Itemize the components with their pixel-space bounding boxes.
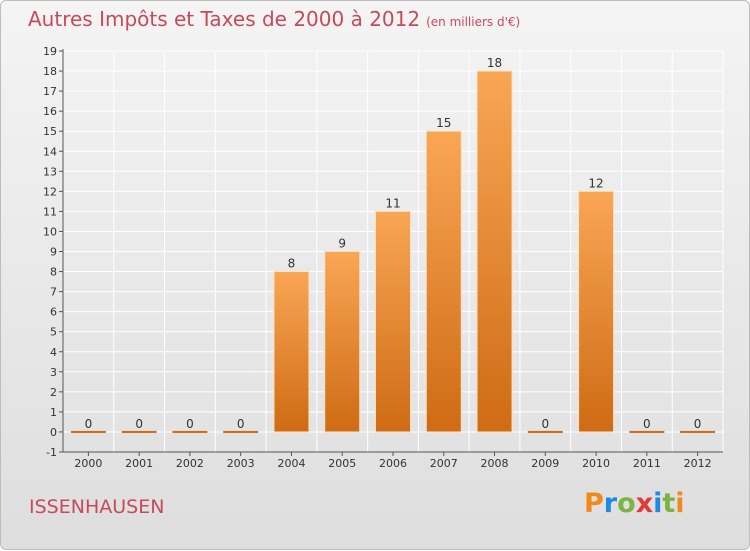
bar	[527, 430, 563, 433]
data-label: 8	[288, 257, 296, 271]
y-tick-label: 9	[50, 246, 57, 259]
bar	[578, 190, 615, 433]
logo-letter: i	[675, 488, 685, 519]
x-tick-label: 2005	[328, 457, 356, 470]
x-tick-label: 2010	[582, 457, 610, 470]
x-tick-label: 2011	[633, 457, 661, 470]
bar	[476, 70, 513, 433]
y-tick-label: 16	[43, 105, 57, 118]
data-label: 0	[541, 417, 549, 431]
data-label: 0	[85, 417, 93, 431]
proxiti-logo: Proxiti	[584, 488, 685, 519]
x-tick-label: 2009	[531, 457, 559, 470]
title-text: Autres Impôts et Taxes de 2000 à 2012	[28, 7, 421, 31]
title-unit: (en milliers d'€)	[426, 15, 521, 29]
y-tick-label: 10	[43, 225, 57, 238]
y-tick-label: 12	[43, 185, 57, 198]
y-tick-label: 2	[50, 386, 57, 399]
commune-name: ISSENHAUSEN	[29, 496, 165, 518]
logo-letter: t	[662, 488, 676, 519]
data-label: 0	[186, 417, 194, 431]
data-label: 9	[338, 237, 346, 251]
y-tick-label: 17	[43, 85, 57, 98]
x-tick-label: 2004	[277, 457, 305, 470]
y-tick-label: 6	[50, 306, 57, 319]
bar	[425, 130, 462, 433]
bar	[629, 430, 665, 433]
x-tick-label: 2002	[176, 457, 204, 470]
y-tick-label: 19	[43, 45, 57, 58]
y-tick-label: 8	[50, 266, 57, 279]
data-label: 0	[237, 417, 245, 431]
y-tick-label: 11	[43, 205, 57, 218]
bar	[375, 210, 411, 433]
data-label: 15	[436, 116, 451, 130]
y-tick-label: -1	[46, 446, 57, 459]
y-tick-label: 0	[50, 426, 57, 439]
y-tick-label: 18	[43, 65, 57, 78]
bar	[273, 271, 310, 433]
y-tick-label: 3	[50, 366, 57, 379]
data-label: 11	[385, 196, 400, 210]
x-tick-label: 2006	[379, 457, 407, 470]
logo-letter: i	[653, 488, 663, 519]
chart-title: Autres Impôts et Taxes de 2000 à 2012 (en…	[28, 7, 520, 31]
y-tick-label: 4	[50, 346, 57, 359]
logo-letter: P	[584, 488, 604, 519]
y-tick-label: 13	[43, 165, 57, 178]
logo-letter: o	[617, 488, 636, 519]
x-tick-label: 2000	[74, 457, 102, 470]
data-label: 0	[135, 417, 143, 431]
data-label: 12	[588, 176, 603, 190]
bar	[680, 430, 716, 433]
bar	[121, 430, 157, 433]
bar	[70, 430, 106, 433]
y-tick-label: 1	[50, 406, 57, 419]
y-tick-label: 14	[43, 145, 57, 158]
x-tick-label: 2003	[227, 457, 255, 470]
x-tick-label: 2001	[125, 457, 153, 470]
bar	[324, 251, 361, 433]
bar	[172, 430, 208, 433]
x-tick-label: 2008	[481, 457, 509, 470]
data-label: 0	[694, 417, 702, 431]
logo-letter: x	[635, 488, 654, 519]
data-label: 0	[643, 417, 651, 431]
y-tick-label: 15	[43, 125, 57, 138]
data-label: 18	[487, 56, 502, 70]
y-tick-label: 7	[50, 286, 57, 299]
bar	[223, 430, 259, 433]
x-tick-label: 2007	[430, 457, 458, 470]
x-tick-label: 2012	[684, 457, 712, 470]
y-tick-label: 5	[50, 326, 57, 339]
logo-letter: r	[603, 488, 618, 519]
